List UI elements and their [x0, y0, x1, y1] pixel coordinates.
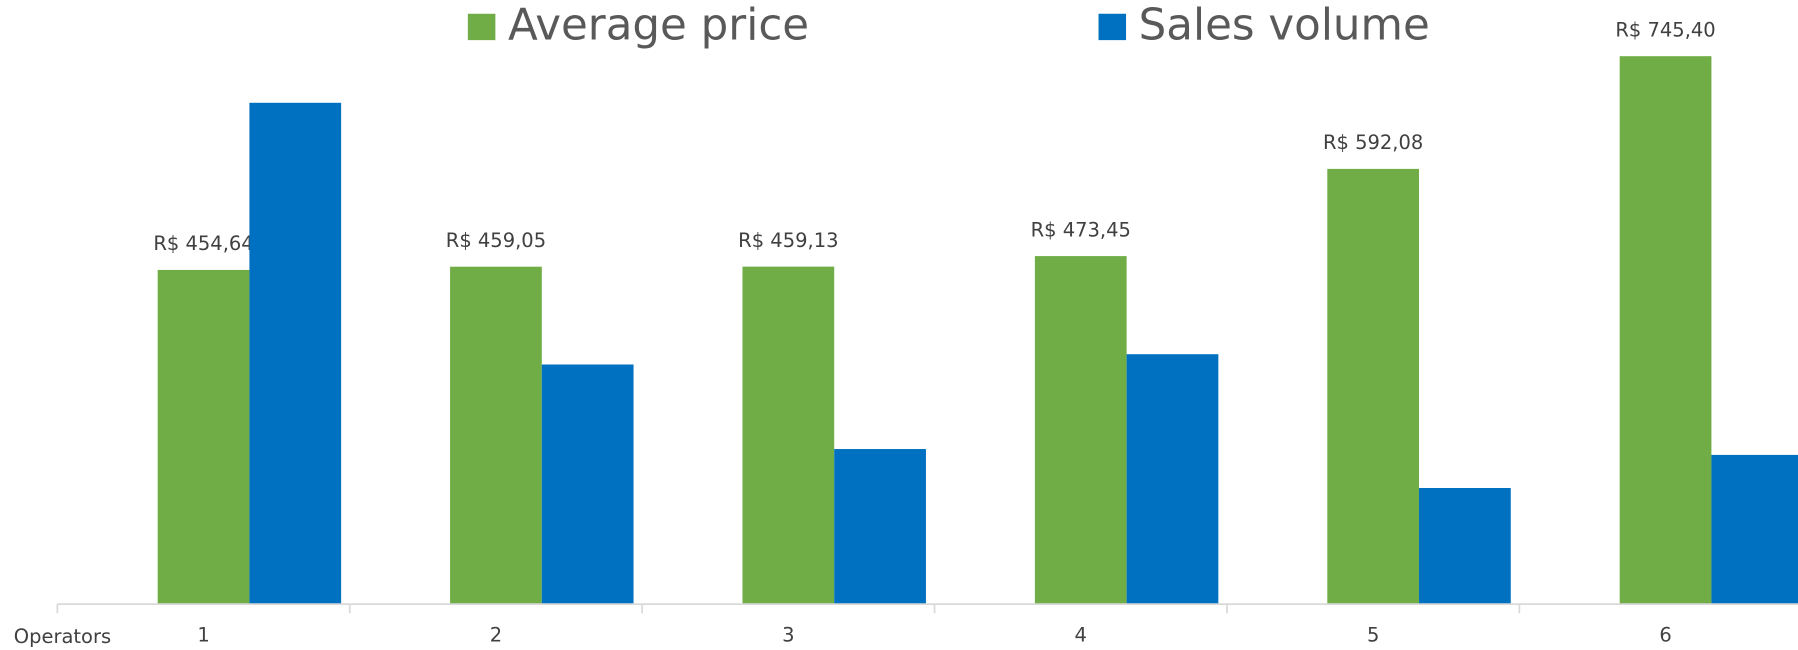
bar — [1711, 454, 1798, 605]
legend-label: Average price — [508, 1, 809, 51]
value-label: R$ 454,64 — [153, 232, 253, 255]
bar — [1034, 256, 1127, 605]
bar — [1619, 56, 1712, 605]
value-label: R$ 745,40 — [1615, 18, 1715, 41]
bar — [157, 269, 250, 605]
x-tick-label: 3 — [782, 624, 794, 647]
bar — [742, 266, 835, 605]
bar — [541, 364, 634, 605]
x-tick-label: 5 — [1367, 624, 1379, 647]
value-label: R$ 459,05 — [446, 229, 546, 252]
x-tick-label: 6 — [1659, 624, 1671, 647]
bar — [249, 102, 342, 605]
value-label: R$ 459,13 — [738, 229, 838, 252]
x-tick-label: 1 — [197, 624, 209, 647]
x-tick-label: 4 — [1075, 624, 1087, 647]
bar — [834, 449, 926, 605]
value-label: R$ 473,45 — [1031, 218, 1131, 241]
bar — [1126, 354, 1219, 605]
bar — [1419, 487, 1511, 605]
legend-swatch — [1098, 13, 1127, 41]
legend-swatch — [467, 13, 496, 41]
bar — [1327, 168, 1420, 605]
bar — [450, 266, 542, 605]
legend-label: Sales volume — [1139, 1, 1430, 51]
x-tick-label: 2 — [490, 624, 502, 647]
value-label: R$ 592,08 — [1323, 131, 1423, 154]
x-axis-label: Operators — [14, 625, 111, 648]
